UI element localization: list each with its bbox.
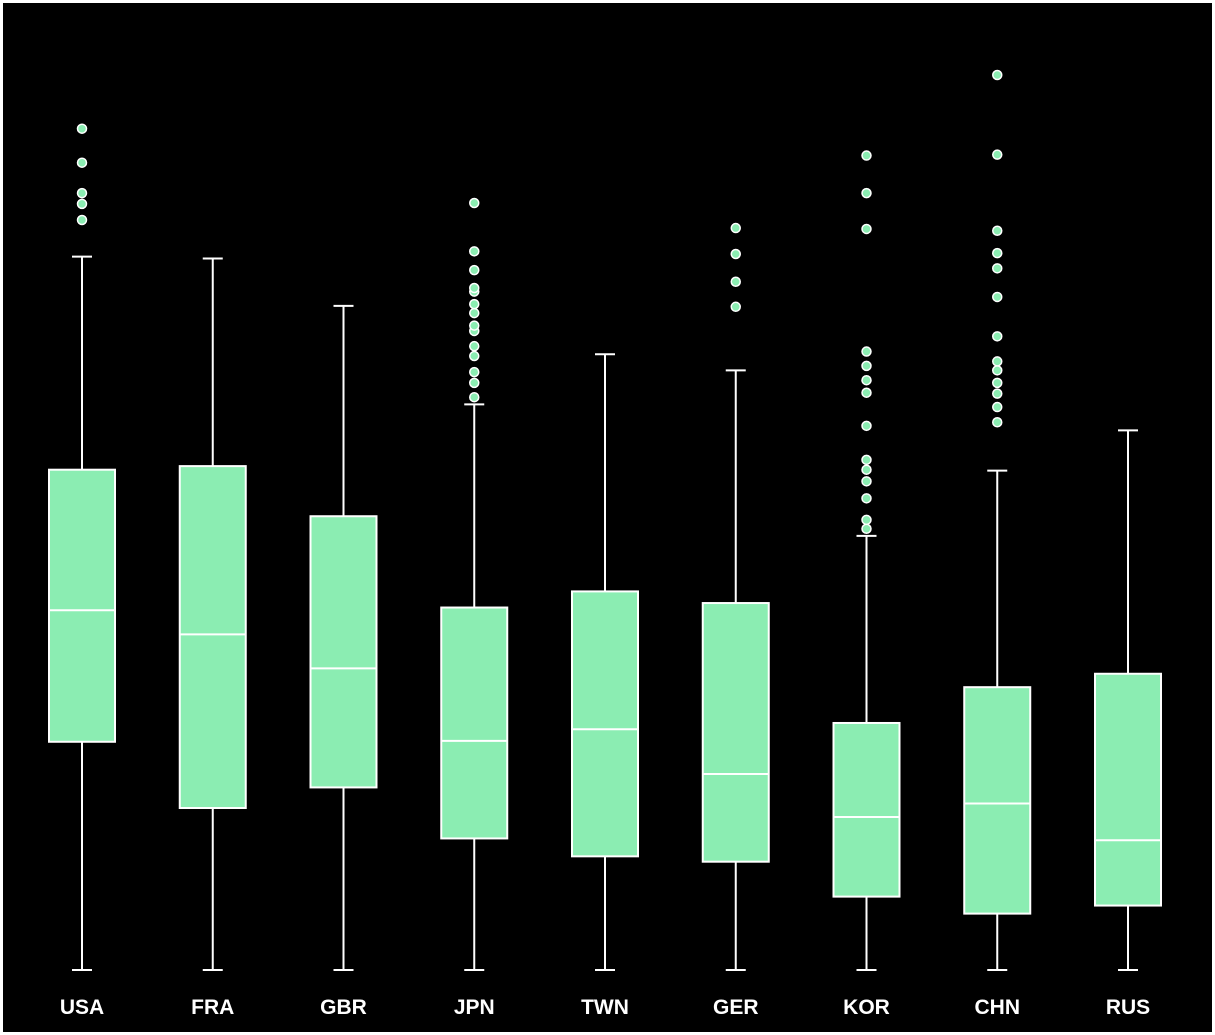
outlier-point-kor-7 — [861, 387, 872, 398]
iqr-box-ger — [701, 602, 770, 863]
outlier-point-chn-11 — [992, 149, 1003, 160]
outlier-point-chn-6 — [992, 331, 1003, 342]
outlier-point-jpn-6 — [469, 320, 480, 331]
outlier-point-kor-8 — [861, 374, 872, 386]
outlier-point-kor-13 — [861, 150, 872, 161]
outlier-point-kor-5 — [861, 454, 872, 466]
outlier-point-kor-4 — [861, 464, 872, 475]
iqr-box-gbr — [309, 515, 378, 789]
outlier-point-chn-2 — [992, 388, 1003, 399]
outlier-point-chn-3 — [992, 377, 1003, 389]
iqr-box-fra — [178, 465, 247, 810]
x-tick-label-chn: CHN — [975, 996, 1021, 1019]
outlier-point-kor-11 — [861, 223, 872, 235]
x-tick-label-twn: TWN — [581, 996, 629, 1019]
outlier-point-jpn-11 — [469, 264, 480, 276]
outlier-point-jpn-12 — [469, 246, 480, 257]
outlier-point-jpn-1 — [469, 377, 480, 389]
outlier-point-chn-7 — [992, 291, 1003, 303]
outlier-point-usa-2 — [76, 187, 88, 199]
outlier-point-kor-3 — [861, 476, 872, 487]
outlier-point-ger-0 — [730, 301, 741, 313]
iqr-box-chn — [963, 686, 1032, 915]
outlier-point-chn-9 — [992, 247, 1003, 259]
outlier-point-jpn-13 — [469, 197, 480, 209]
outlier-point-kor-9 — [861, 360, 872, 372]
x-tick-label-ger: GER — [713, 996, 759, 1019]
outlier-point-ger-2 — [730, 248, 741, 260]
iqr-box-twn — [571, 590, 639, 858]
outlier-point-jpn-10 — [469, 282, 480, 294]
x-tick-label-rus: RUS — [1106, 996, 1150, 1019]
outlier-point-kor-1 — [861, 514, 872, 526]
box-plot-chart: USA FRA GBR JPN TWN GER KOR CHN RUS — [48, 69, 1162, 1019]
outlier-point-ger-1 — [730, 276, 741, 287]
chart-plot-area: USA FRA GBR JPN TWN GER KOR CHN RUS — [3, 3, 1212, 1032]
outlier-point-chn-5 — [992, 356, 1003, 367]
outlier-point-kor-10 — [861, 346, 872, 357]
outlier-point-kor-0 — [861, 523, 872, 535]
outlier-point-chn-8 — [992, 263, 1003, 274]
iqr-box-rus — [1094, 672, 1162, 907]
outlier-point-jpn-4 — [469, 340, 480, 352]
outlier-point-chn-4 — [992, 365, 1003, 376]
x-tick-label-gbr: GBR — [320, 996, 367, 1019]
iqr-box-usa — [48, 468, 116, 743]
outlier-point-usa-4 — [76, 123, 88, 134]
outlier-point-kor-6 — [861, 420, 872, 432]
outlier-point-jpn-7 — [469, 307, 480, 319]
outlier-point-usa-3 — [76, 157, 88, 168]
outlier-point-chn-10 — [992, 225, 1003, 236]
outlier-point-jpn-3 — [469, 350, 480, 362]
outlier-point-jpn-2 — [469, 366, 480, 378]
x-tick-label-kor: KOR — [843, 996, 890, 1019]
outlier-point-jpn-8 — [469, 298, 480, 310]
x-tick-label-jpn: JPN — [454, 996, 495, 1019]
x-tick-label-usa: USA — [60, 996, 104, 1019]
outlier-point-chn-0 — [992, 417, 1003, 428]
outlier-point-kor-2 — [861, 493, 872, 504]
outlier-point-usa-1 — [76, 198, 88, 210]
iqr-box-kor — [832, 721, 901, 898]
outlier-point-ger-3 — [730, 222, 741, 234]
outlier-point-chn-1 — [992, 401, 1003, 413]
outlier-point-usa-0 — [76, 214, 88, 226]
iqr-box-jpn — [440, 606, 509, 840]
outlier-point-chn-12 — [992, 69, 1003, 81]
x-tick-label-fra: FRA — [191, 996, 234, 1019]
outlier-point-kor-12 — [861, 187, 872, 199]
outlier-point-jpn-0 — [469, 391, 480, 403]
